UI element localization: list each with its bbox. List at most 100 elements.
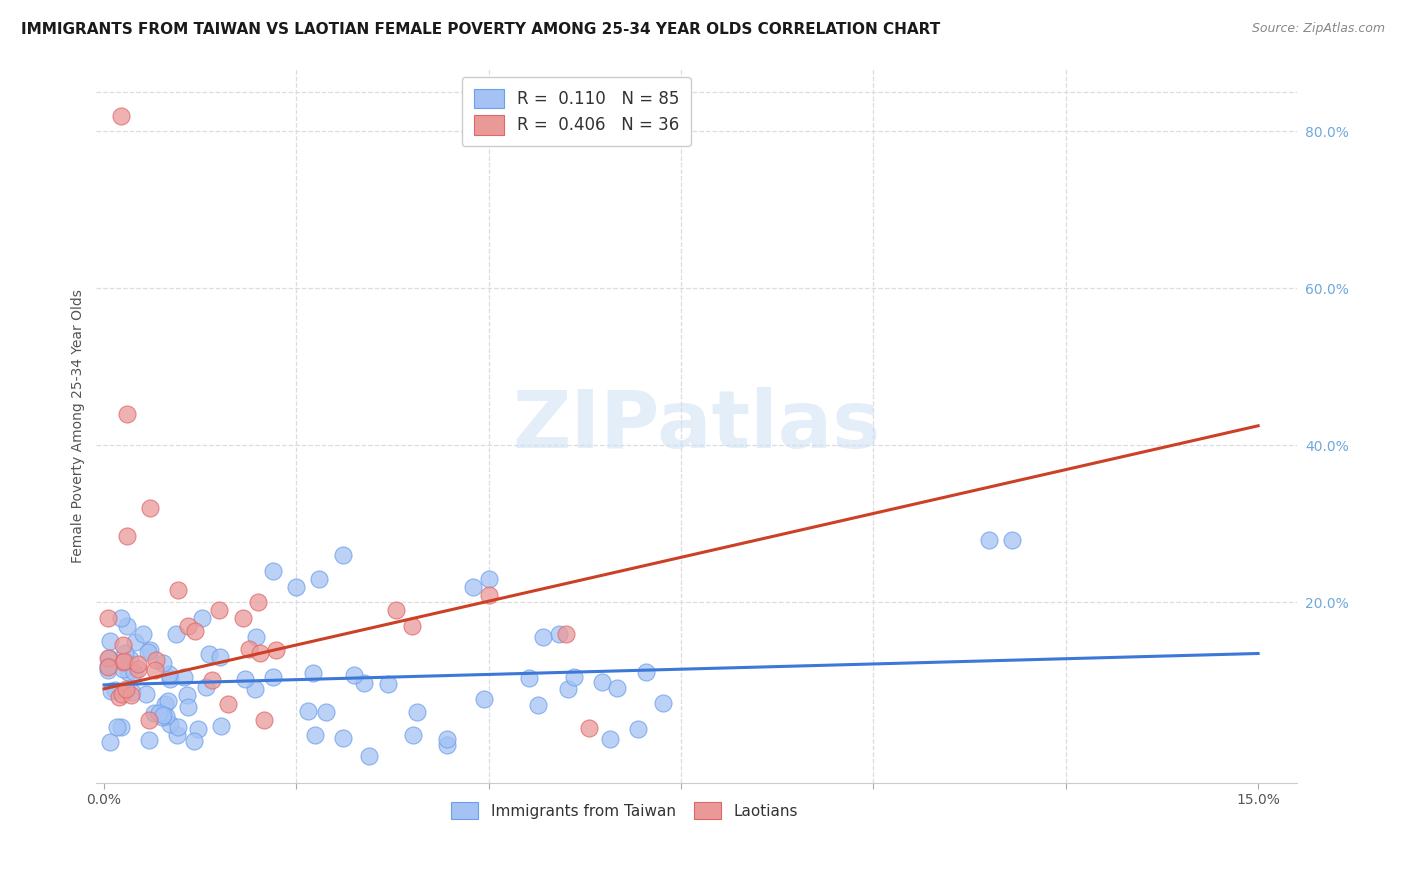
Point [332, 731, 354, 745]
Point [152, 708, 174, 723]
Point [1001, 533, 1024, 547]
Text: IMMIGRANTS FROM TAIWAN VS LAOTIAN FEMALE POVERTY AMONG 25-34 YEAR OLDS CORRELATI: IMMIGRANTS FROM TAIWAN VS LAOTIAN FEMALE… [21, 22, 941, 37]
Point [117, 665, 139, 680]
Point [155, 708, 177, 723]
Point [139, 501, 162, 516]
Point [122, 665, 145, 680]
Point [209, 719, 232, 733]
Point [115, 407, 138, 421]
Point [152, 657, 174, 671]
Point [304, 728, 326, 742]
Point [138, 732, 160, 747]
Point [308, 572, 330, 586]
Point [385, 603, 408, 617]
Point [138, 713, 160, 727]
Point [184, 624, 207, 638]
Point [285, 580, 308, 594]
Point [98, 651, 121, 665]
Point [110, 720, 132, 734]
Point [143, 706, 166, 720]
Point [111, 639, 134, 653]
Point [135, 687, 157, 701]
Point [176, 688, 198, 702]
Point [176, 699, 198, 714]
Point [527, 698, 550, 712]
Point [554, 627, 576, 641]
Point [217, 697, 239, 711]
Point [111, 688, 134, 702]
Point [157, 666, 180, 681]
Point [167, 582, 190, 597]
Point [253, 713, 276, 727]
Point [155, 697, 177, 711]
Point [97, 651, 120, 665]
Point [127, 657, 149, 671]
Point [121, 685, 143, 699]
Legend: Immigrants from Taiwan, Laotians: Immigrants from Taiwan, Laotians [444, 796, 804, 825]
Point [332, 549, 354, 563]
Point [173, 670, 195, 684]
Point [97, 663, 120, 677]
Point [562, 670, 585, 684]
Point [478, 572, 501, 586]
Text: Source: ZipAtlas.com: Source: ZipAtlas.com [1251, 22, 1385, 36]
Point [108, 690, 131, 704]
Point [302, 666, 325, 681]
Point [120, 652, 142, 666]
Y-axis label: Female Poverty Among 25-34 Year Olds: Female Poverty Among 25-34 Year Olds [72, 289, 86, 563]
Point [110, 611, 132, 625]
Point [114, 646, 136, 660]
Point [143, 663, 166, 677]
Point [478, 588, 501, 602]
Point [98, 634, 121, 648]
Point [636, 665, 658, 679]
Point [148, 706, 170, 720]
Point [406, 705, 429, 719]
Point [195, 680, 218, 694]
Point [200, 673, 222, 688]
Point [145, 653, 167, 667]
Point [152, 710, 174, 724]
Point [591, 674, 613, 689]
Point [548, 627, 571, 641]
Point [136, 644, 159, 658]
Point [115, 529, 138, 543]
Point [187, 722, 209, 736]
Point [120, 688, 142, 702]
Point [111, 662, 134, 676]
Point [249, 646, 271, 660]
Point [606, 681, 628, 696]
Point [114, 681, 136, 696]
Point [97, 610, 120, 624]
Point [159, 672, 181, 686]
Point [463, 580, 485, 594]
Point [97, 660, 120, 674]
Point [197, 647, 219, 661]
Point [233, 672, 256, 686]
Point [124, 634, 146, 648]
Point [517, 671, 540, 685]
Point [177, 619, 200, 633]
Point [156, 693, 179, 707]
Point [110, 109, 132, 123]
Point [190, 611, 212, 625]
Point [166, 728, 188, 742]
Point [104, 682, 127, 697]
Point [127, 662, 149, 676]
Point [183, 734, 205, 748]
Point [557, 681, 579, 696]
Point [98, 735, 121, 749]
Point [131, 627, 153, 641]
Point [436, 732, 458, 747]
Point [262, 670, 284, 684]
Point [353, 676, 375, 690]
Point [599, 732, 621, 747]
Point [359, 749, 381, 764]
Point [472, 692, 495, 706]
Point [578, 721, 600, 735]
Point [531, 630, 554, 644]
Point [297, 704, 319, 718]
Point [262, 564, 284, 578]
Point [401, 619, 423, 633]
Point [159, 717, 181, 731]
